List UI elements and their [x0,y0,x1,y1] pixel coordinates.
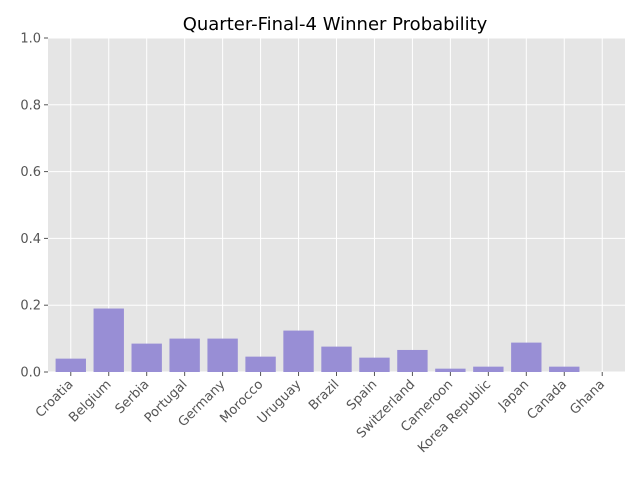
bar-spain [359,357,390,372]
bar-cameroon [435,368,466,372]
y-tick-label: 0.2 [20,299,41,314]
x-tick-label: Japan [495,377,532,414]
bar-brazil [321,346,352,372]
y-tick-label: 1.0 [20,32,41,47]
bar-korea-republic [473,366,504,372]
bar-morocco [245,356,276,372]
x-tick-label: Canada [525,377,571,423]
bar-croatia [55,358,86,372]
y-tick-label: 0.0 [20,366,41,381]
bar-japan [511,342,542,372]
bars [55,308,580,372]
bar-canada [549,366,580,372]
bar-serbia [131,343,162,372]
y-tick-label: 0.8 [20,98,41,113]
chart-title: Quarter-Final-4 Winner Probability [183,14,488,35]
x-tick-label: Brazil [306,377,342,413]
gridlines [48,37,625,373]
bar-switzerland [397,349,428,372]
y-axis-ticks: 0.0 0.2 0.4 0.6 0.8 1.0 [20,32,48,381]
x-tick-label: Ghana [567,377,608,418]
bar-germany [207,338,238,372]
y-tick-label: 0.6 [20,165,41,180]
bar-portugal [169,338,200,372]
x-tick-label: Belgium [66,377,114,425]
x-tick-label: Spain [344,377,380,413]
bar-belgium [93,308,124,372]
bar-uruguay [283,330,314,372]
x-axis-ticks: CroatiaBelgiumSerbiaPortugalGermanyMoroc… [33,372,608,456]
y-tick-label: 0.4 [20,232,41,247]
